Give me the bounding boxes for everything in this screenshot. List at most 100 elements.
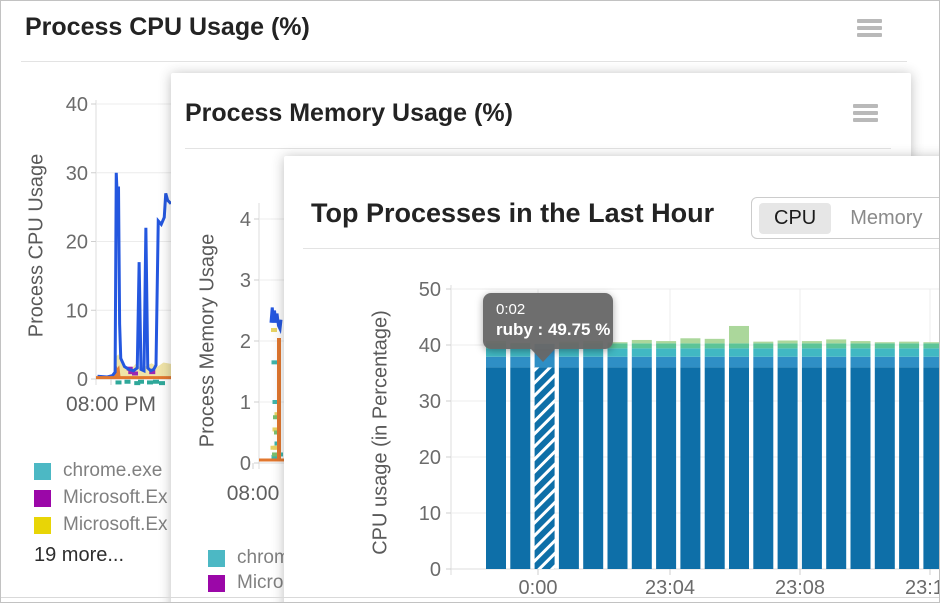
bar-segment-series-3 [801,348,822,357]
header-divider [21,61,907,62]
legend-item[interactable]: chrome.exe [34,460,162,482]
bar-segment-series-3 [704,348,725,357]
tooltip-value: ruby : 49.75 % [496,320,611,339]
y-axis-tick: 0 [430,559,441,581]
bar-segment-series-3 [583,348,604,357]
bar-segment-series-3 [510,348,531,357]
bar-segment-series-5 [631,339,652,344]
chart-tooltip: 0:02 ruby : 49.75 % [483,293,613,362]
below-axis-marks [159,381,165,386]
cpu-panel-title: Process CPU Usage (%) [25,13,310,41]
bottom-rule [1,597,939,598]
cpu-chart-ylabel: Process CPU Usage [25,153,48,338]
memory-panel-title: Process Memory Usage (%) [185,99,513,127]
bar-segment-series-2 [704,356,725,368]
yellow-marks [273,445,279,450]
bar-segment-series-4 [801,343,822,349]
bar-segment-series-2 [510,356,531,368]
bar-segment-series-2 [850,356,871,368]
below-axis-marks [147,380,153,385]
bar-segment-series-1 [607,367,628,569]
bar-segment-series-1 [486,367,506,569]
bar-segment-series-3 [680,348,701,357]
x-axis-tick: 08:00 [227,482,280,505]
bar-segment-series-1 [583,367,604,569]
legend-item[interactable]: Microsoft.Ex [34,487,168,509]
bar-segment-series-1 [558,367,579,569]
purple-marks [132,371,138,376]
below-axis-marks [153,379,159,384]
bar-segment-series-3 [850,348,871,357]
legend-label: chrome.exe [63,460,163,481]
memory-blue-line [269,307,283,335]
x-axis-tick: 08:00 PM [66,393,156,416]
bar-segment-series-4 [899,343,920,349]
cpu-memory-toggle: CPU Memory [751,197,939,239]
bar-segment-series-5 [680,338,701,344]
below-axis-marks [124,379,131,384]
bar-segment-series-2 [826,356,847,368]
bar-segment-series-5 [874,342,895,344]
bar-segment-series-5 [850,341,871,344]
y-axis-tick: 30 [419,391,441,413]
bar-segment-series-2 [899,356,920,368]
bar-segment-series-3 [899,348,920,357]
bar-segment-series-3 [631,348,652,357]
bar-segment-series-4 [777,343,798,349]
tooltip-time: 0:02 [496,301,526,318]
bar-segment-series-2 [923,356,939,368]
bar-segment-series-4 [656,343,677,349]
green-marks [272,452,278,457]
y-axis-tick: 2 [240,331,251,353]
bar-segment-series-4 [923,343,939,349]
bar-segment-series-4 [753,343,774,349]
x-axis-tick: 0:00 [519,577,558,599]
below-axis-marks [134,381,141,386]
below-axis-marks [115,380,122,385]
header-divider [185,148,891,149]
memory-usage-chart[interactable]: 0 1 2 3 4 08:00 [191,203,284,508]
bar-segment-series-1 [534,367,555,569]
bar-segment-series-1 [826,367,847,569]
toggle-cpu-button[interactable]: CPU [759,202,832,234]
bar-segment-series-1 [510,367,531,569]
bar-segment-series-4 [704,343,725,349]
bar-segment-series-3 [558,348,579,357]
bar-segment-series-3 [923,348,939,357]
teal-marks [272,400,279,404]
bar-segment-series-2 [753,356,774,368]
cpu-usage-chart[interactable]: 0 10 20 30 40 08:00 PM [56,86,171,421]
x-axis-tick: 23:04 [645,577,695,599]
hamburger-menu-icon[interactable] [853,104,878,125]
bar-segment-series-2 [801,356,822,368]
top-processes-chart[interactable]: 0 10 20 30 40 50 0:00 23:04 23:08 23:12 [384,276,940,603]
bar-segment-series-3 [656,348,677,357]
y-axis-tick: 4 [240,209,251,231]
bar-segment-series-1 [899,367,920,569]
legend-more-link[interactable]: 19 more... [34,544,125,566]
bar-segment-series-3 [753,348,774,357]
bar-segment-series-2 [729,356,749,368]
bar-segment-series-2 [874,356,895,368]
green-marks [273,415,279,420]
bar-segment-series-5 [607,342,628,344]
y-axis-tick: 1 [240,392,251,414]
y-axis-tick: 0 [240,453,251,475]
y-axis-tick: 50 [419,279,441,301]
bar-segment-series-2 [607,356,628,368]
bar-segment-series-4 [850,343,871,349]
top-processes-panel: Top Processes in the Last Hour CPU Memor… [284,156,940,603]
legend-item[interactable]: Microsoft.Ex [34,514,168,536]
hamburger-menu-icon[interactable] [857,19,882,40]
legend-label: Microsoft.Ex [63,514,168,535]
bar-segment-series-5 [729,325,749,344]
bar-segment-series-2 [680,356,701,368]
legend-swatch [208,574,225,592]
bar-segment-series-3 [486,348,506,357]
bar-segment-series-2 [777,356,798,368]
bar-segment-series-4 [607,343,628,349]
tooltip-arrow [531,349,555,362]
toggle-memory-button[interactable]: Memory [850,206,923,229]
purple-marks [149,370,156,375]
